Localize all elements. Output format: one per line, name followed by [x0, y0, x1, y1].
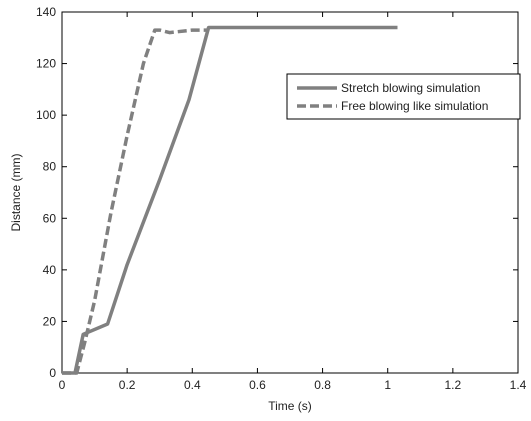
y-tick-label: 20 — [43, 314, 57, 328]
plot-area — [61, 11, 519, 374]
legend-label: Free blowing like simulation — [341, 99, 488, 113]
x-tick-label: 0.8 — [314, 378, 331, 392]
y-tick-label: 0 — [49, 366, 56, 380]
legend-box — [286, 73, 521, 120]
plot-frame — [61, 11, 519, 374]
y-tick-label: 140 — [36, 5, 56, 19]
x-tick-label: 1.2 — [445, 378, 462, 392]
legend: Stretch blowing simulation Free blowing l… — [286, 73, 521, 120]
x-axis: 0 0.2 0.4 0.6 0.8 1 1.2 1.4 — [59, 12, 527, 392]
y-tick-label: 80 — [43, 160, 57, 174]
x-tick-label: 0 — [59, 378, 66, 392]
x-tick-label: 1.4 — [510, 378, 527, 392]
series-line-free-blowing — [62, 28, 209, 375]
y-tick-label: 60 — [43, 211, 57, 225]
x-tick-label: 0.6 — [249, 378, 266, 392]
y-tick-label: 100 — [36, 108, 56, 122]
y-axis-label: Distance (mm) — [9, 153, 23, 231]
y-tick-label: 40 — [43, 263, 57, 277]
y-tick-label: 120 — [36, 57, 56, 71]
x-tick-label: 0.2 — [119, 378, 136, 392]
legend-label: Stretch blowing simulation — [341, 81, 480, 95]
series-line-stretch-blowing — [62, 25, 398, 375]
series-layer — [62, 25, 398, 375]
y-axis: 0 20 40 60 80 100 120 140 — [36, 5, 518, 380]
x-axis-label: Time (s) — [268, 399, 312, 413]
x-tick-label: 0.4 — [184, 378, 201, 392]
x-tick-label: 1 — [384, 378, 391, 392]
